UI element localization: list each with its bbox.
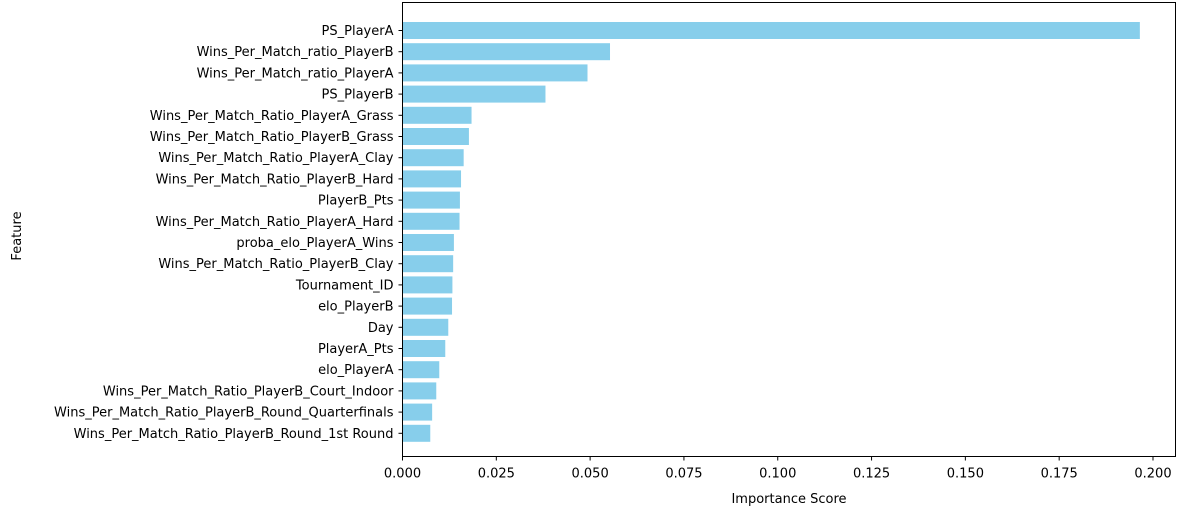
bar bbox=[402, 340, 446, 357]
x-tick-label: 0.000 bbox=[384, 467, 421, 482]
y-tick-label: Wins_Per_Match_Ratio_PlayerB_Round_1st R… bbox=[74, 427, 394, 442]
bar bbox=[402, 234, 454, 251]
bar bbox=[402, 361, 440, 379]
y-tick-label: Wins_Per_Match_ratio_PlayerA bbox=[197, 66, 394, 81]
bar bbox=[402, 424, 431, 442]
y-tick-label: PlayerB_Pts bbox=[318, 194, 394, 209]
bar bbox=[402, 43, 611, 61]
bar-group bbox=[402, 22, 1140, 442]
y-tick-label: Wins_Per_Match_Ratio_PlayerB_Round_Quart… bbox=[54, 406, 394, 421]
x-axis-label: Importance Score bbox=[731, 492, 846, 507]
x-tick-label: 0.025 bbox=[478, 467, 515, 482]
y-tick-label: Day bbox=[368, 321, 394, 336]
bar bbox=[402, 403, 433, 421]
bar bbox=[402, 318, 449, 336]
bar bbox=[402, 128, 469, 145]
x-tick-label: 0.200 bbox=[1134, 467, 1171, 482]
bar bbox=[402, 191, 460, 209]
y-axis-label: Feature bbox=[10, 211, 25, 260]
bar bbox=[402, 297, 453, 315]
x-tick-label: 0.175 bbox=[1041, 467, 1078, 482]
bar bbox=[402, 170, 462, 188]
y-tick-group: PS_PlayerA Wins_Per_Match_ratio_PlayerB Wi… bbox=[54, 24, 403, 442]
y-tick-label: Wins_Per_Match_Ratio_PlayerB_Court_Indoo… bbox=[103, 384, 394, 399]
y-tick-label: Wins_Per_Match_ratio_PlayerB bbox=[197, 45, 394, 60]
y-tick-label: PS_PlayerA bbox=[322, 24, 394, 39]
y-tick-label: elo_PlayerA bbox=[318, 363, 394, 378]
bar bbox=[402, 276, 453, 294]
y-tick-label: Wins_Per_Match_Ratio_PlayerB_Hard bbox=[156, 172, 394, 187]
x-tick-label: 0.050 bbox=[572, 467, 609, 482]
y-tick-label: Wins_Per_Match_Ratio_PlayerA_Hard bbox=[156, 215, 394, 230]
y-tick-label: Wins_Per_Match_Ratio_PlayerA_Grass bbox=[150, 109, 394, 124]
x-tick-label: 0.125 bbox=[853, 467, 890, 482]
y-tick-label: PS_PlayerB bbox=[322, 88, 394, 103]
y-tick-label: Wins_Per_Match_Ratio_PlayerB_Clay bbox=[158, 257, 393, 272]
y-tick-label: elo_PlayerB bbox=[318, 300, 393, 315]
x-tick-group: 0.000 0.025 0.050 0.075 0.100 0.125 0.150 0.175… bbox=[384, 456, 1172, 482]
plot-frame bbox=[402, 2, 1176, 457]
bar bbox=[402, 85, 546, 103]
y-tick-label: Wins_Per_Match_Ratio_PlayerB_Grass bbox=[150, 130, 394, 145]
bar bbox=[402, 382, 437, 400]
bar bbox=[402, 22, 1140, 39]
bar bbox=[402, 212, 460, 230]
y-tick-label: PlayerA_Pts bbox=[318, 342, 394, 357]
bar bbox=[402, 64, 588, 82]
bar bbox=[402, 106, 472, 124]
y-tick-label: proba_elo_PlayerA_Wins bbox=[236, 236, 393, 251]
y-tick-label: Wins_Per_Match_Ratio_PlayerA_Clay bbox=[158, 151, 393, 166]
x-tick-label: 0.150 bbox=[947, 467, 984, 482]
bar bbox=[402, 255, 454, 273]
x-tick-label: 0.075 bbox=[665, 467, 702, 482]
y-tick-label: Tournament_ID bbox=[295, 278, 394, 293]
x-tick-label: 0.100 bbox=[759, 467, 796, 482]
bar bbox=[402, 149, 464, 167]
